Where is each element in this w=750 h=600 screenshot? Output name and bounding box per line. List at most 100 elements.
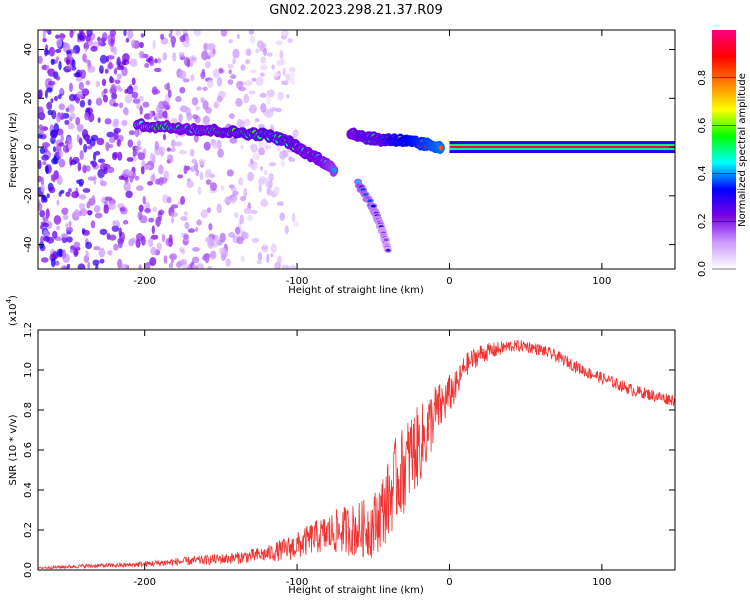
noise-speckle <box>166 196 172 204</box>
snr-ylabel: SNR (10 * v/v) <box>8 414 19 485</box>
noise-speckle <box>40 176 45 186</box>
noise-speckle <box>113 127 121 134</box>
noise-speckle <box>129 58 138 67</box>
noise-speckle <box>192 247 200 252</box>
noise-speckle <box>94 150 101 156</box>
noise-speckle <box>143 164 152 170</box>
spectrogram-xtick-label: -200 <box>133 276 156 287</box>
noise-speckle <box>38 55 43 64</box>
noise-speckle <box>184 221 190 230</box>
noise-speckle <box>113 243 119 251</box>
noise-speckle <box>169 147 176 153</box>
noise-speckle <box>60 134 64 142</box>
noise-speckle <box>70 159 77 166</box>
noise-speckle <box>181 248 185 255</box>
noise-speckle <box>52 230 58 239</box>
noise-speckle <box>236 236 244 245</box>
noise-speckle <box>69 82 73 93</box>
noise-speckle <box>50 174 56 182</box>
noise-speckle <box>209 250 217 260</box>
noise-speckle <box>56 38 63 48</box>
noise-speckle <box>48 186 56 194</box>
noise-speckle <box>39 210 46 218</box>
noise-speckle <box>192 264 198 269</box>
noise-speckle <box>86 201 91 209</box>
noise-speckle <box>65 191 71 197</box>
noise-speckle <box>250 143 258 153</box>
noise-speckle <box>81 88 90 96</box>
noise-speckle <box>182 78 190 83</box>
noise-speckle <box>248 104 257 114</box>
noise-speckle <box>38 89 43 99</box>
noise-speckle <box>87 210 93 216</box>
noise-speckle <box>82 188 91 193</box>
noise-speckle <box>82 164 87 174</box>
noise-speckle <box>84 47 88 53</box>
noise-speckle <box>229 113 235 119</box>
noise-speckle <box>208 173 215 178</box>
noise-speckle <box>55 34 60 39</box>
noise-speckle <box>162 52 167 61</box>
noise-speckle <box>76 90 83 99</box>
snr-ytick-label: 0.0 <box>23 562 34 578</box>
noise-speckle <box>239 214 244 225</box>
noise-speckle <box>54 260 60 266</box>
noise-speckle <box>260 64 268 71</box>
noise-speckle <box>58 248 64 257</box>
noise-speckle <box>155 112 160 123</box>
noise-speckle <box>60 189 65 194</box>
noise-speckle <box>186 112 193 121</box>
noise-speckle <box>54 95 58 102</box>
noise-speckle <box>108 234 117 241</box>
noise-speckle <box>59 87 64 95</box>
spectrogram-ytick-label: 20 <box>23 92 34 105</box>
noise-speckle <box>260 103 267 113</box>
noise-speckle <box>90 134 99 142</box>
noise-speckle <box>150 234 159 240</box>
noise-speckle <box>56 199 60 206</box>
noise-speckle <box>193 30 201 37</box>
noise-speckle <box>243 93 250 104</box>
noise-speckle <box>85 80 91 86</box>
spectrogram-marks <box>38 30 675 269</box>
noise-speckle <box>55 49 62 53</box>
noise-speckle <box>155 216 161 227</box>
noise-speckle <box>61 236 68 244</box>
noise-speckle <box>52 155 58 164</box>
noise-speckle <box>38 202 43 212</box>
noise-speckle <box>277 144 281 152</box>
colorbar-tick-label: 0.8 <box>697 70 708 86</box>
noise-speckle <box>42 38 47 43</box>
noise-speckle <box>148 237 154 248</box>
noise-speckle <box>138 264 142 269</box>
noise-speckle <box>219 232 226 243</box>
noise-speckle <box>185 165 191 171</box>
noise-speckle <box>50 129 58 139</box>
noise-speckle <box>42 216 49 222</box>
second-track-core <box>438 145 444 151</box>
noise-speckle <box>93 205 101 213</box>
noise-speckle <box>109 137 116 144</box>
noise-speckle <box>232 48 240 59</box>
noise-speckle <box>232 57 237 65</box>
noise-speckle <box>274 263 280 269</box>
noise-speckle <box>200 71 206 80</box>
noise-speckle <box>270 253 274 258</box>
noise-speckle <box>99 258 105 264</box>
noise-speckle <box>175 30 182 36</box>
noise-speckle <box>104 118 112 125</box>
noise-speckle <box>58 103 65 111</box>
noise-speckle <box>46 101 53 110</box>
falling-track-core <box>370 204 376 208</box>
noise-speckle <box>162 100 168 108</box>
noise-speckle <box>77 34 85 41</box>
noise-speckle <box>252 153 261 160</box>
noise-speckle <box>291 212 296 223</box>
noise-speckle <box>69 248 75 254</box>
noise-speckle <box>104 196 113 201</box>
noise-speckle <box>128 170 133 177</box>
snr-xtick-label: 0 <box>446 577 452 588</box>
noise-speckle <box>142 195 146 205</box>
noise-speckle <box>107 62 114 70</box>
noise-speckle <box>69 104 74 110</box>
